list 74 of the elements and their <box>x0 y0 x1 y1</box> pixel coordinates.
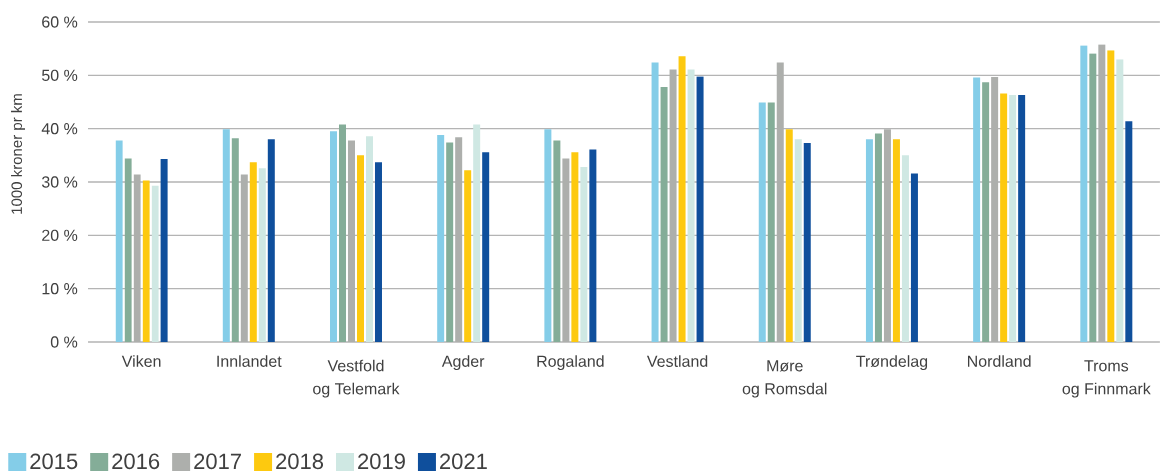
bar <box>553 140 561 342</box>
x-tick-label: Viken <box>121 355 161 367</box>
bar <box>803 143 811 342</box>
bar <box>892 139 900 342</box>
bar <box>1000 93 1008 342</box>
bar <box>580 167 588 342</box>
bar <box>356 155 364 342</box>
bar <box>973 77 981 342</box>
bar <box>437 135 445 342</box>
legend-label: 2015 <box>30 453 78 470</box>
bar <box>267 139 275 342</box>
bar <box>482 152 490 342</box>
bar <box>767 102 775 342</box>
legend-label: 2017 <box>194 453 241 470</box>
bar <box>1018 95 1026 342</box>
bar <box>338 124 346 342</box>
bar <box>1116 59 1124 342</box>
bar <box>687 69 695 342</box>
bar <box>464 170 472 342</box>
x-tick-label: Trøndelag <box>856 355 928 371</box>
bar <box>982 82 990 342</box>
bar <box>160 159 168 342</box>
bar <box>544 129 552 342</box>
x-tick-label: Rogaland <box>537 355 604 371</box>
bar <box>651 62 659 342</box>
bar <box>660 87 668 342</box>
legend-label: 2019 <box>358 453 405 470</box>
bar <box>901 155 909 342</box>
bar <box>115 140 123 342</box>
bar <box>910 173 918 342</box>
bar <box>1009 95 1017 342</box>
y-tick-label: 0 % <box>50 336 78 348</box>
bar <box>678 56 686 342</box>
bar <box>231 138 239 342</box>
bar <box>329 131 337 342</box>
bar <box>758 102 766 342</box>
y-tick-label: 30 % <box>41 176 78 188</box>
bar <box>874 133 882 342</box>
y-tick-label: 10 % <box>42 283 78 295</box>
bar <box>151 185 159 342</box>
x-tick-label: Nordland <box>967 355 1031 367</box>
y-tick-label: 50 % <box>41 69 78 81</box>
bar <box>571 152 579 342</box>
x-tick-label: Vestland <box>646 355 708 367</box>
y-tick-label: 40 % <box>41 123 78 135</box>
bar <box>794 139 802 342</box>
bar <box>249 162 257 342</box>
bar <box>785 129 793 342</box>
x-tick-label: Agder <box>441 355 485 371</box>
bar <box>589 149 597 342</box>
x-tick-label: Vestfold og Telemark <box>313 359 400 398</box>
bar <box>473 124 481 342</box>
bar <box>258 168 266 342</box>
legend-label: 2021 <box>440 453 487 470</box>
bar <box>1107 50 1115 342</box>
x-tick-label: Møre og Romsdal <box>742 360 827 398</box>
y-tick-label: 60 % <box>42 16 78 28</box>
bar <box>1089 53 1097 342</box>
bar <box>374 162 382 342</box>
bar <box>446 142 454 342</box>
bar <box>865 139 873 342</box>
bar <box>696 76 704 342</box>
y-axis-title: 1000 kroner pr km <box>11 94 25 214</box>
legend-label: 2016 <box>112 453 160 470</box>
bar <box>124 158 132 342</box>
x-tick-label: Troms og Finnmark <box>1062 360 1151 398</box>
bar <box>1125 121 1133 342</box>
x-tick-label: Innlandet <box>217 355 282 367</box>
bar <box>222 129 230 342</box>
bar <box>142 180 150 342</box>
bar <box>1080 45 1088 342</box>
legend-label: 2018 <box>276 453 324 470</box>
bar <box>365 136 373 342</box>
y-tick-label: 20 % <box>42 229 78 241</box>
